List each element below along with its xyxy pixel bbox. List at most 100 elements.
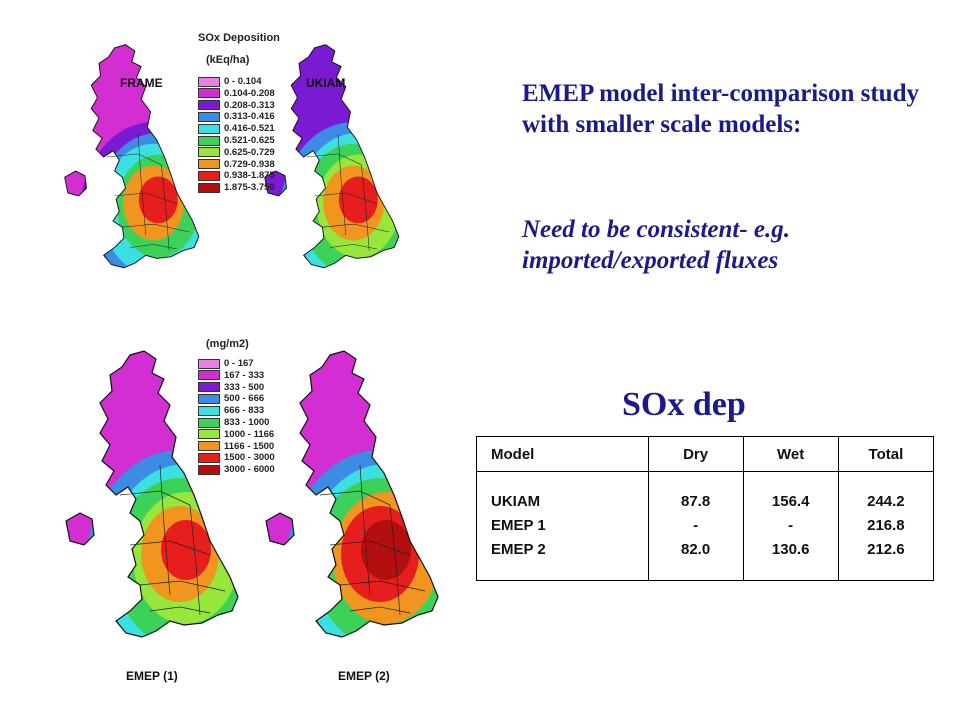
map-emep1-county-boundary (129, 540, 211, 556)
legend-top-range: 0.625-0.729 (224, 146, 275, 158)
map-ukiam-county-boundary (306, 153, 362, 166)
legend-top-range: 0.416-0.521 (224, 123, 275, 135)
legend-top-title: SOx Deposition (198, 32, 280, 44)
legend-top-row: 0.313-0.416 (198, 111, 275, 122)
map-ukiam-county-boundary (322, 223, 389, 233)
subheading: Need to be consistent- e.g. imported/exp… (522, 216, 791, 274)
legend-top-range: 0.521-0.625 (224, 135, 275, 146)
sox-dep-title: SOx dep (622, 386, 746, 423)
legend-top-range: 0.208-0.313 (224, 99, 275, 111)
legend-bottom-units: (mg/m2) (206, 338, 249, 350)
map-emep1-northern-ireland-outline (65, 512, 95, 546)
label-frame: FRAME (120, 76, 163, 90)
legend-top-swatch (198, 182, 220, 193)
legend-bottom-row: 167 - 333 (198, 370, 264, 381)
table-header-row: Model Dry Wet Total (476, 436, 935, 472)
legend-bottom-row: 666 - 833 (198, 405, 264, 416)
map-emep2-county-boundary (329, 540, 411, 556)
legend-top-swatch (198, 170, 220, 181)
legend-bottom-swatch (198, 382, 220, 393)
legend-top-row: 0.104-0.208 (198, 88, 275, 99)
total-value: 212.6 (867, 541, 905, 558)
legend-bottom-range: 833 - 1000 (224, 417, 270, 428)
dry-value: - (693, 517, 699, 534)
map-ukiam-northern-ireland-outline (264, 170, 288, 197)
legend-bottom-range: 500 - 666 (224, 393, 265, 405)
legend-bottom-swatch (198, 393, 220, 404)
map-frame-deposition-zone (138, 176, 178, 224)
map-emep1-deposition-zone (161, 520, 211, 580)
legend-top-range: 0.313-0.416 (224, 111, 275, 123)
legend-top-range: 0.104-0.208 (224, 87, 275, 99)
map-emep1-county-boundary (159, 464, 171, 596)
map-emep2-county-boundary (339, 580, 426, 592)
legend-top-swatch (198, 100, 220, 111)
deposition-table: Model Dry Wet Total UKIAM EMEP 1 EMEP 2 … (476, 436, 935, 581)
legend-top-range: 0.729-0.938 (224, 158, 275, 170)
map-frame-county-boundary (137, 133, 147, 236)
map-panel: FRAME UKIAM EMEP (1) EMEP (2) SOx Deposi… (64, 32, 439, 683)
legend-top-range: 1.875-3.750 (224, 182, 275, 194)
legend-top-row: 0.938-1.875 (198, 170, 275, 181)
model-name: UKIAM (491, 493, 541, 510)
legend-bottom-swatch (198, 441, 220, 452)
map-frame-northern-ireland-outline (64, 170, 88, 197)
map-emep1-county-boundary (189, 504, 201, 616)
label-ukiam: UKIAM (306, 76, 346, 90)
legend-top-units: (kEq/ha) (206, 54, 250, 66)
dry-value: 87.8 (680, 493, 711, 510)
legend-top-swatch (198, 76, 220, 87)
map-ukiam-county-boundary (337, 133, 347, 236)
map-emep2-coastline (299, 350, 439, 638)
label-emep1: EMEP (1) (126, 669, 178, 683)
map-emep1-county-boundary (139, 580, 226, 592)
legend-bottom-swatch (198, 405, 220, 416)
legend-top-row: 1.875-3.750 (198, 182, 275, 193)
legend-bottom-swatch (198, 417, 220, 428)
legend-bottom-row: 833 - 1000 (198, 417, 269, 428)
map-emep2 (265, 350, 439, 638)
legend-top-range: 0 - 0.104 (224, 76, 262, 87)
header-model: Model (476, 436, 649, 472)
map-emep2-county-boundary (359, 464, 371, 596)
wet-value: - (788, 517, 794, 534)
legend-bottom-row: 1000 - 1166 (198, 429, 274, 440)
legend-bottom-row: 500 - 666 (198, 393, 264, 404)
map-ukiam-deposition-zone (338, 176, 378, 224)
map-frame (64, 44, 200, 269)
cell-dry: 87.8 - 82.0 (647, 471, 744, 581)
map-emep2-northern-ireland-outline (265, 512, 295, 546)
legend-top-row: 0.208-0.313 (198, 100, 275, 111)
map-emep1-coastline (99, 350, 239, 638)
wet-value: 130.6 (771, 541, 810, 558)
legend-top-row: 0 - 0.104 (198, 76, 262, 87)
header-wet: Wet (742, 436, 839, 472)
model-name: EMEP 1 (491, 517, 546, 534)
legend-bottom-swatch (198, 464, 220, 475)
cell-wet: 156.4 - 130.6 (742, 471, 839, 581)
map-frame-county-boundary (106, 153, 162, 166)
legend-bottom-range: 3000 - 6000 (224, 464, 275, 476)
map-ukiam (264, 44, 400, 269)
legend-bottom-range: 1000 - 1166 (224, 428, 275, 440)
wet-value: 156.4 (771, 493, 810, 510)
model-name: EMEP 2 (491, 541, 546, 558)
map-emep2-county-boundary (389, 504, 401, 616)
map-frame-county-boundary (114, 192, 178, 205)
legend-bottom-swatch (198, 358, 220, 369)
cell-models: UKIAM EMEP 1 EMEP 2 (476, 471, 649, 581)
legend-bottom-row: 0 - 167 (198, 358, 254, 369)
legend-bottom-swatch (198, 452, 220, 463)
legend-bottom-row: 1166 - 1500 (198, 441, 274, 452)
map-emep1-county-boundary (119, 490, 191, 506)
legend-top-row: 0.625-0.729 (198, 147, 275, 158)
legend-bottom-swatch (198, 370, 220, 381)
legend-bottom-row: 1500 - 3000 (198, 452, 275, 463)
map-frame-county-boundary (122, 223, 189, 233)
header-total: Total (837, 436, 935, 472)
legend-top-range: 0.938-1.875 (224, 170, 275, 182)
map-ukiam-county-boundary (361, 164, 370, 251)
legend-bottom-row: 3000 - 6000 (198, 464, 275, 475)
map-ukiam-county-boundary (314, 192, 378, 205)
map-frame-county-boundary (161, 164, 170, 251)
